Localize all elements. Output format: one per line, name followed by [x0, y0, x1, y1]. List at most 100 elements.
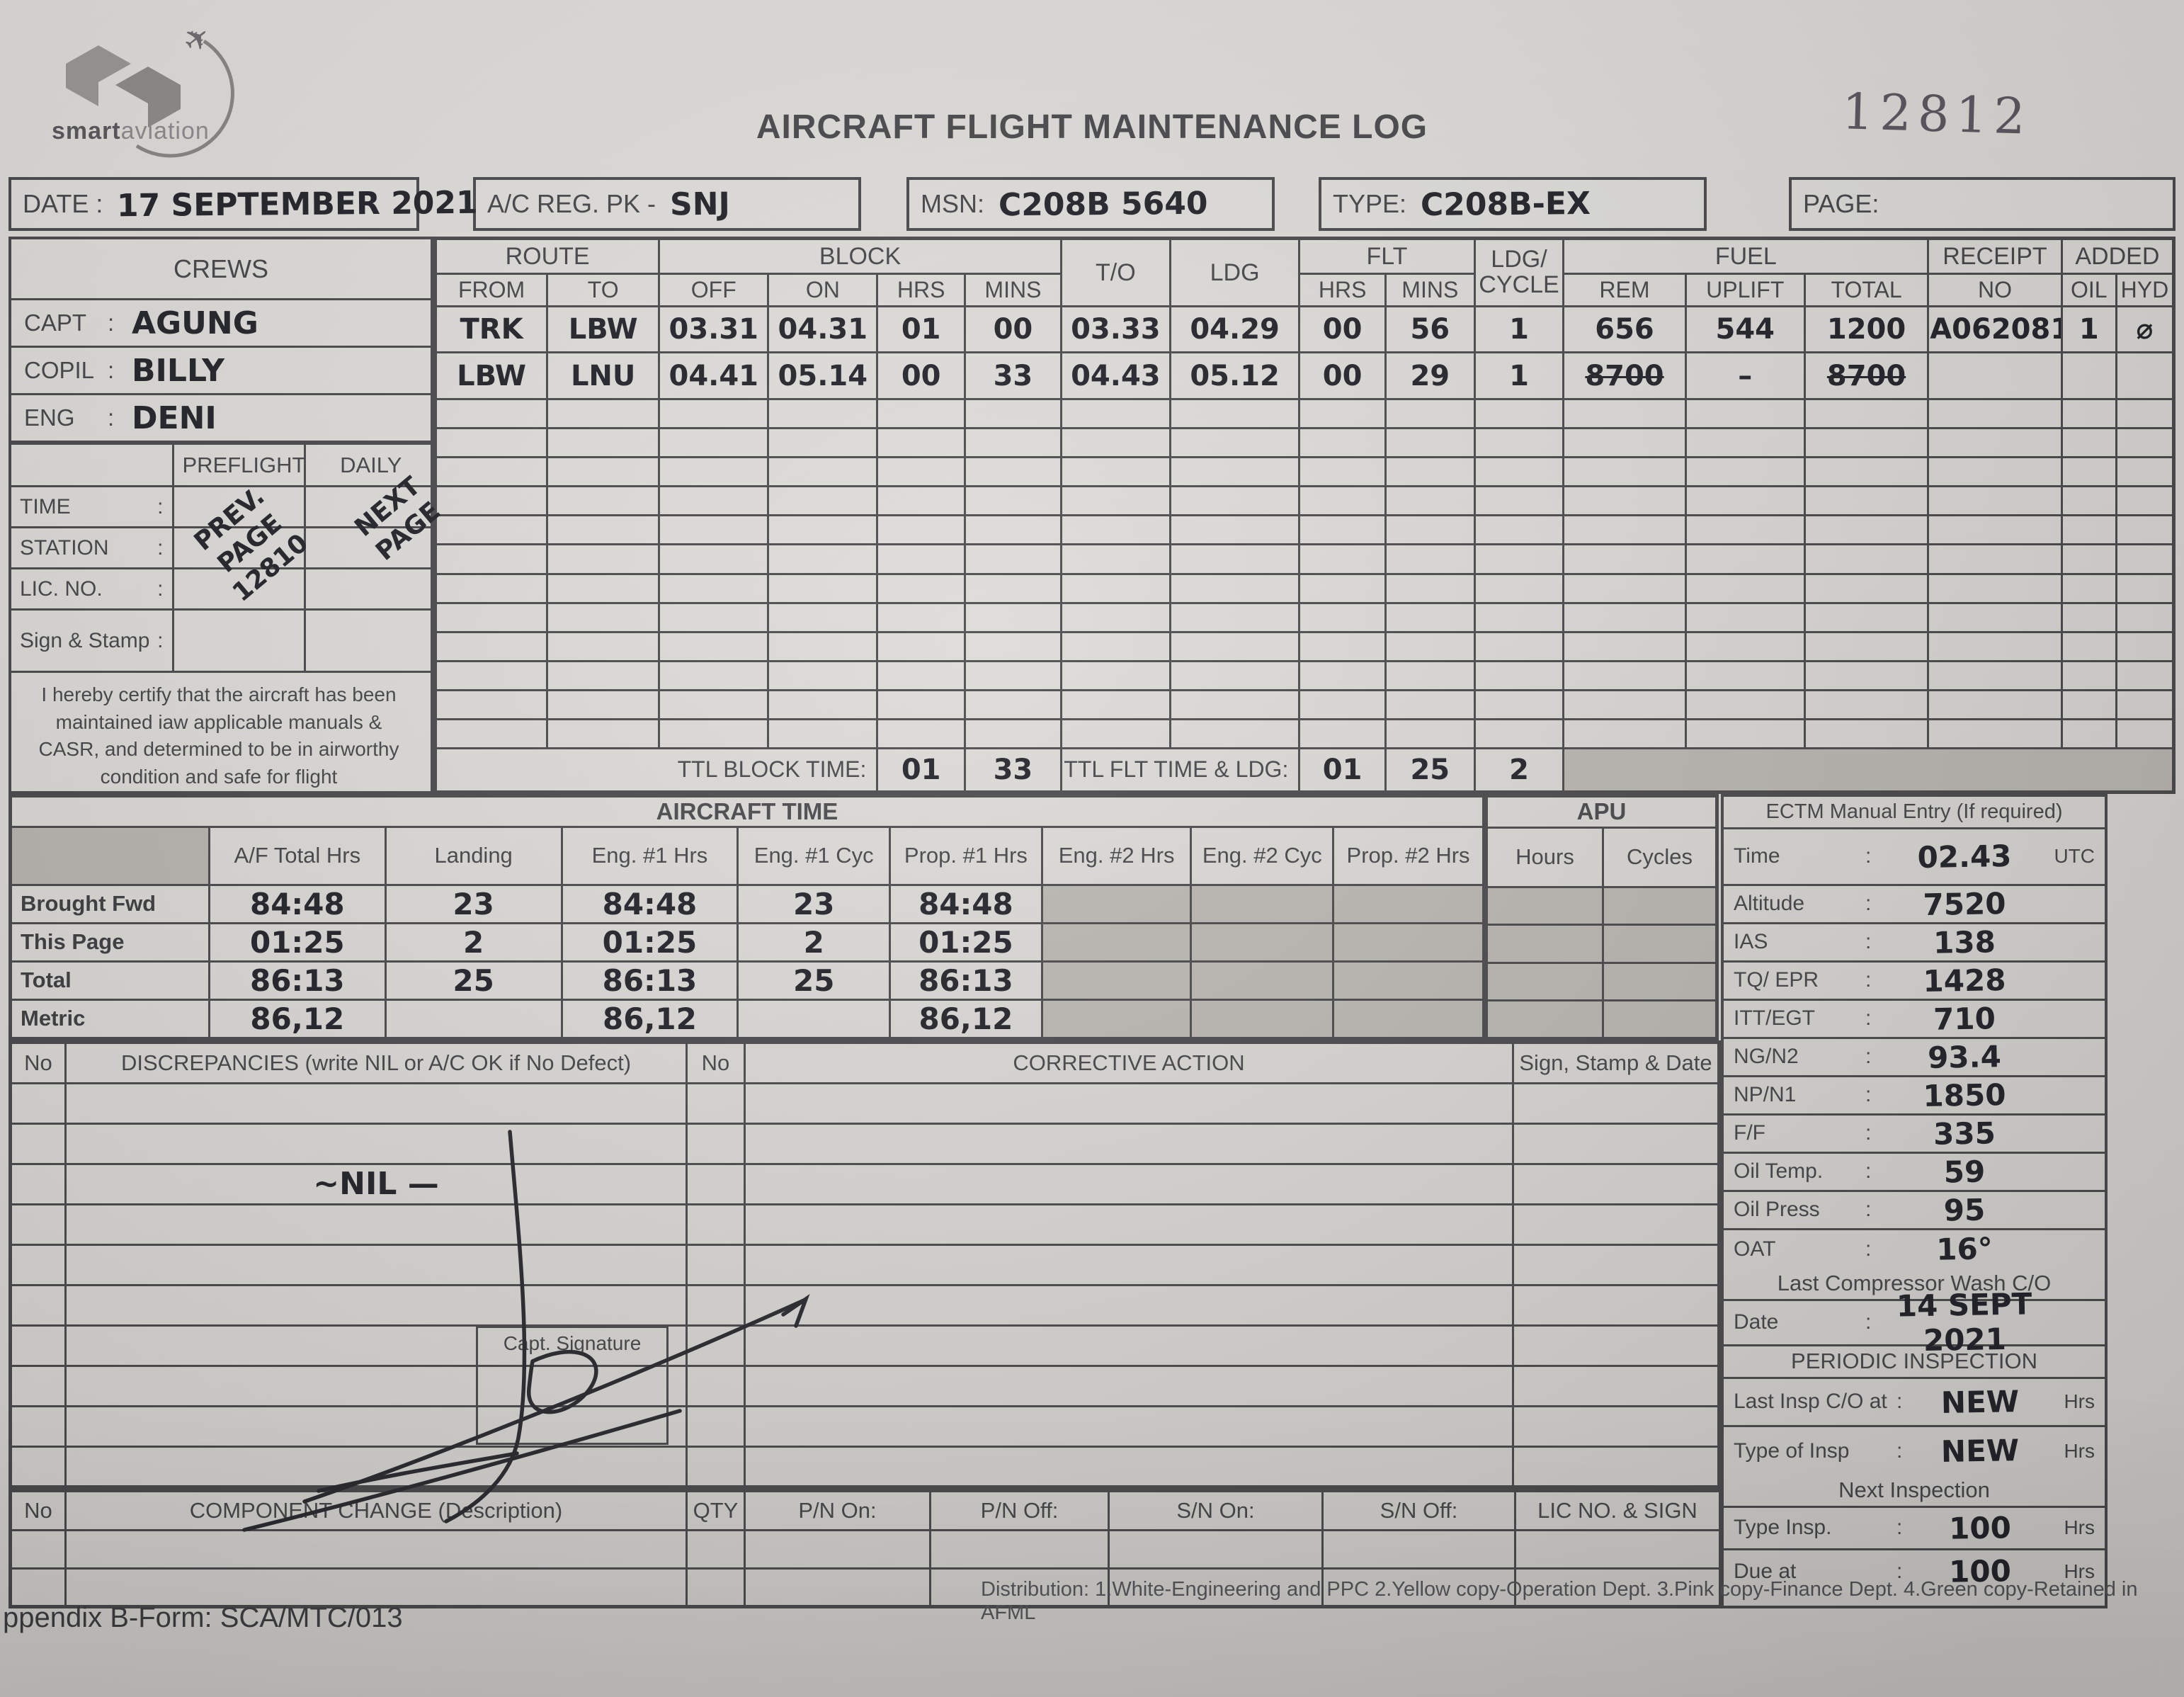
flight-cell: [658, 455, 770, 488]
flight-cell: [1059, 688, 1171, 721]
ttl-flt-cycles: 2: [1473, 747, 1565, 793]
flight-cell: [1168, 572, 1301, 604]
discrepancy-cell: [686, 1324, 746, 1367]
inspection-suffix: Hrs: [2064, 1439, 2095, 1462]
ectm-colon: :: [1865, 1159, 1872, 1183]
flight-cell: [1562, 688, 1687, 721]
flight-cell: [767, 397, 879, 429]
flight-cell: [876, 514, 966, 546]
eng-name: DENI: [132, 399, 217, 436]
flight-cell: [1298, 659, 1387, 692]
flight-cell: [1562, 572, 1687, 604]
block-group-header: BLOCK: [658, 237, 1062, 275]
flight-row-empty: [433, 718, 2176, 750]
flight-cell: [2060, 351, 2117, 400]
flight-cell: [1803, 426, 1930, 459]
flight-cell: [767, 601, 879, 633]
flight-cell: [876, 688, 966, 721]
flight-cell: [1927, 543, 2063, 575]
date-label: DATE :: [23, 189, 103, 218]
oil-header: OIL: [2060, 273, 2117, 307]
discrepancy-cell: [744, 1283, 1514, 1327]
aircraft-time-row: Metric 86,12 86,12 86,12: [9, 998, 1485, 1040]
ttl-flt-mins: 25: [1384, 747, 1476, 793]
flight-cell: [1803, 601, 1930, 633]
disc-no-header: No: [9, 1040, 67, 1084]
type-field: TYPE: C208B-EX: [1319, 177, 1707, 231]
flight-cell: [1059, 514, 1171, 546]
flight-row-empty: [433, 514, 2176, 546]
discrepancy-cell: [9, 1203, 67, 1246]
inspection-suffix: Hrs: [2064, 1560, 2095, 1582]
aircraft-time-disabled-cell: [1040, 883, 1193, 924]
ectm-value: 710: [1933, 1000, 1996, 1037]
ectm-row: OAT: 16°: [1724, 1230, 2105, 1269]
component-cell: [64, 1567, 688, 1608]
flight-cell: [767, 543, 879, 575]
flight-cell: 00: [876, 351, 966, 400]
inspection-colon: :: [1896, 1559, 1903, 1583]
inspection-label: Type of Insp: [1734, 1438, 1850, 1463]
flight-cell: [2060, 485, 2117, 517]
flight-cell: [1059, 455, 1171, 488]
discrepancy-row: [9, 1445, 1720, 1488]
on-header: ON: [767, 273, 879, 307]
aircraft-time-row-label: Metric: [9, 998, 210, 1040]
flight-cell: [1562, 397, 1687, 429]
flight-cell: [2060, 659, 2117, 692]
flight-cell: 00: [964, 305, 1062, 354]
flight-cell: [1384, 659, 1476, 692]
discrepancy-cell: [686, 1364, 746, 1407]
flight-cell: [433, 426, 549, 459]
aircraft-time-col-header: Eng. #1 Hrs: [560, 825, 739, 886]
apu-hours-cell: [1485, 961, 1605, 1002]
flight-cell: [876, 543, 966, 575]
inspection-row: Due at:100 Hrs: [1724, 1550, 2105, 1593]
crew-row-capt: CAPT: AGUNG: [11, 300, 431, 348]
flight-cell: [964, 659, 1062, 692]
flight-cell: [546, 718, 661, 750]
aircraft-time-cell: 86:13: [207, 960, 387, 1001]
component-col-header: S/N Off:: [1321, 1489, 1516, 1531]
discrepancy-row: ~NIL —: [9, 1162, 1720, 1205]
flight-cell: [1298, 485, 1387, 517]
flight-cell: [433, 718, 549, 750]
discrepancy-cell: [686, 1122, 746, 1165]
discrepancy-cell: [64, 1283, 688, 1327]
ectm-panel: ECTM Manual Entry (If required) Time: 02.…: [1721, 793, 2108, 1608]
flight-cell: [1562, 659, 1687, 692]
apu-cycles-cell: [1602, 999, 1718, 1040]
discrepancy-cell: [9, 1364, 67, 1407]
discrepancy-cell: [9, 1445, 67, 1488]
ectm-label: Time: [1734, 844, 1780, 868]
flight-cell: 04.29: [1168, 305, 1301, 354]
ectm-label: F/F: [1734, 1121, 1765, 1145]
aircraft-time-cell: 86,12: [207, 998, 387, 1040]
flight-cell: [1384, 543, 1476, 575]
aircraft-reg-field: A/C REG. PK - SNJ: [473, 177, 861, 231]
flight-cell: [1168, 718, 1301, 750]
apu-row: [1485, 961, 1718, 1002]
discrepancy-cell: [1512, 1283, 1720, 1327]
next-inspection-title: Next Inspection: [1724, 1475, 2105, 1508]
discrepancy-cell: [744, 1445, 1514, 1488]
ectm-row: F/F: 335: [1724, 1116, 2105, 1154]
time-label: TIME: [20, 494, 71, 518]
flight-cell: [1562, 455, 1687, 488]
flight-cell: [767, 630, 879, 662]
copil-label: COPIL: [24, 357, 95, 383]
flight-cell: [1059, 601, 1171, 633]
preflight-daily-table: PREFLIGHT DAILY TIME: STATION: LIC. NO.:…: [11, 443, 436, 673]
flight-row-empty: [433, 485, 2176, 517]
flight-row-empty: [433, 659, 2176, 692]
flight-cell: [1059, 543, 1171, 575]
component-row: [9, 1567, 1722, 1608]
flight-cell: [658, 543, 770, 575]
flight-cell: [2115, 659, 2176, 692]
flight-cell: [964, 455, 1062, 488]
discrepancy-cell: [1512, 1203, 1720, 1246]
apu-hours-cell: [1485, 999, 1605, 1040]
flight-cell: [658, 397, 770, 429]
aircraft-time-cell: 01:25: [207, 921, 387, 963]
flight-cell: [2060, 572, 2117, 604]
